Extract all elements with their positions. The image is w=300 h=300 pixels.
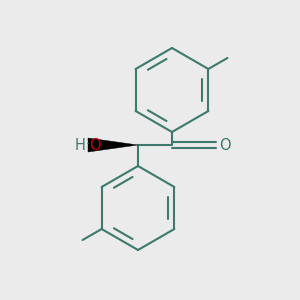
Text: H: H [74,137,85,152]
Text: O: O [219,137,231,152]
Text: ·: · [86,138,90,152]
Text: O: O [89,137,100,152]
Polygon shape [88,138,138,152]
